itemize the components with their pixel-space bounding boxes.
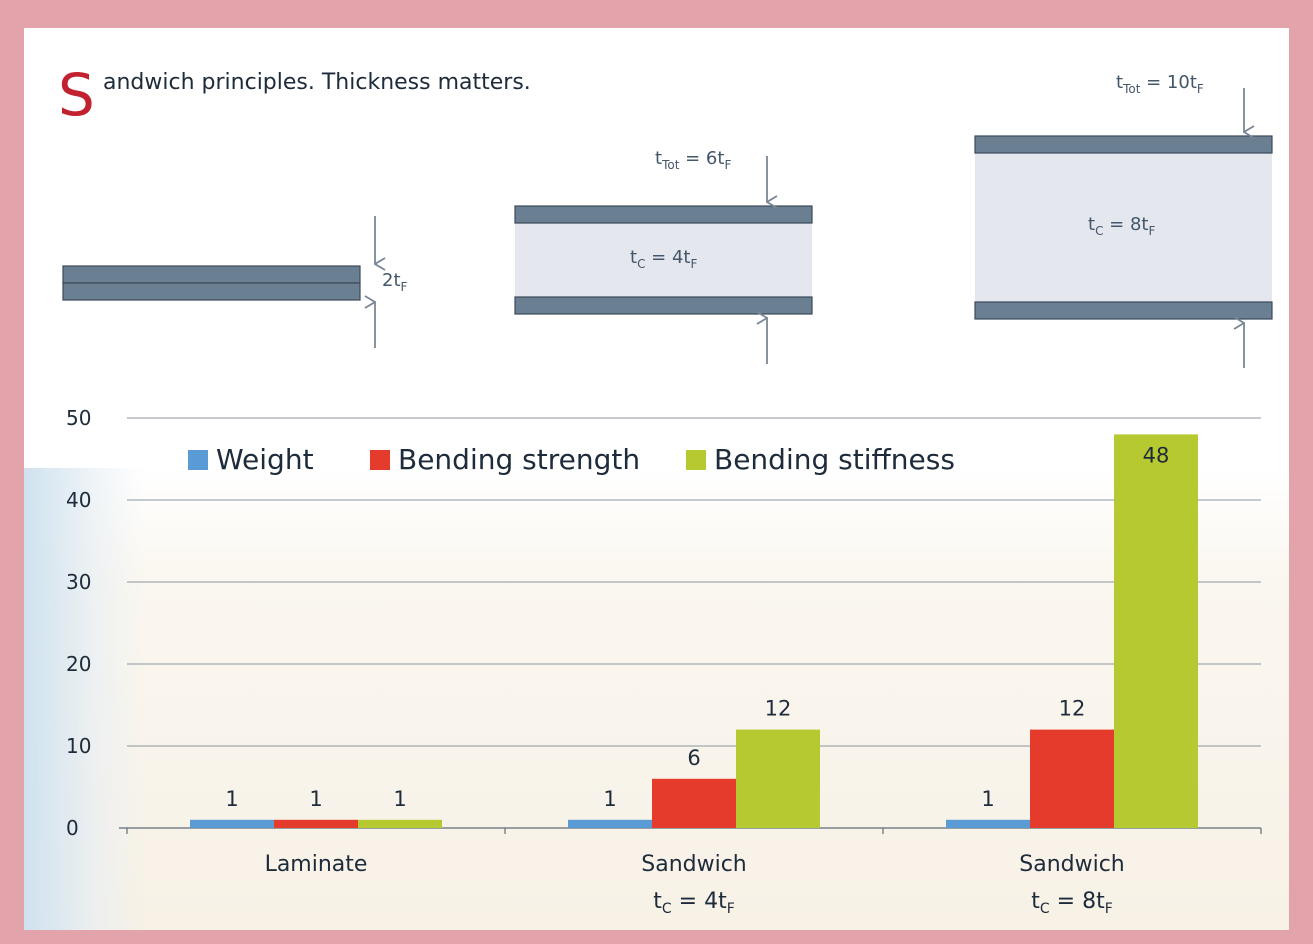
sandwich-4-core-subscript: C xyxy=(637,257,646,271)
title-text: andwich principles. Thickness matters. xyxy=(103,70,531,95)
sandwich-8-core-unit-subscript: F xyxy=(1148,224,1156,238)
sandwich-4-skin-top xyxy=(514,205,813,224)
title-initial: S xyxy=(58,61,95,129)
laminate-skin-bottom xyxy=(62,282,361,301)
content-panel: S andwich principles. Thickness matters. xyxy=(24,28,1289,930)
background-photo-edge xyxy=(24,468,144,930)
sandwich-8-skin-bottom xyxy=(974,301,1273,320)
legend-swatch xyxy=(370,450,390,470)
background-photo xyxy=(24,468,1289,930)
data-label: 1 xyxy=(981,787,994,811)
sandwich-4-total-prefix: t xyxy=(655,148,663,169)
sandwich-4-total-subscript: Tot xyxy=(662,158,680,172)
data-label: 12 xyxy=(1059,697,1086,721)
bar xyxy=(946,819,1030,828)
data-label: 1 xyxy=(225,787,238,811)
bar xyxy=(1030,729,1114,828)
sandwich-8-core-value: = 8t xyxy=(1103,214,1149,235)
sandwich-8-total-subscript: Tot xyxy=(1123,82,1141,96)
sandwich-4-core xyxy=(515,223,812,297)
legend-label: Bending strength xyxy=(398,443,640,476)
y-tick-label: 30 xyxy=(66,570,91,594)
sandwich-4-total-label: tTot = 6tF xyxy=(655,148,732,172)
y-tick-label: 20 xyxy=(66,652,91,676)
thickness-diagrams xyxy=(62,88,1273,368)
laminate-thickness-value: 2t xyxy=(382,270,401,291)
y-tick-label: 10 xyxy=(66,734,91,758)
legend-swatch xyxy=(188,450,208,470)
sandwich-8-total-prefix: t xyxy=(1116,72,1124,93)
bar xyxy=(736,729,820,828)
bar xyxy=(1114,434,1198,828)
data-label: 12 xyxy=(765,697,792,721)
data-label: 1 xyxy=(393,787,406,811)
y-tick-label: 0 xyxy=(66,816,79,840)
x-category-label: Laminate xyxy=(265,852,368,877)
data-label: 1 xyxy=(603,787,616,811)
laminate-thickness-subscript: F xyxy=(400,280,408,294)
y-tick-label: 40 xyxy=(66,488,91,512)
sandwich-8-core xyxy=(975,153,1272,302)
sandwich-8-skin-top xyxy=(974,135,1273,154)
data-label: 1 xyxy=(309,787,322,811)
sandwich-8-core-subscript: C xyxy=(1095,224,1104,238)
sandwich-8-total-value: = 10t xyxy=(1140,72,1197,93)
laminate-thickness-label: 2tF xyxy=(382,270,408,294)
sandwich-8-total-label: tTot = 10tF xyxy=(1116,72,1204,96)
x-category-label: Sandwich xyxy=(1019,852,1125,877)
bar-chart: 0 10 20 30 40 50 1 1 1 Laminate 1 6 12 Sandwich tC = 4… xyxy=(66,406,1262,917)
bar xyxy=(358,819,442,828)
y-tick-label: 50 xyxy=(66,406,91,430)
bar xyxy=(274,819,358,828)
sandwich-4-total-value: = 6t xyxy=(679,148,725,169)
x-category-label: Sandwich xyxy=(641,852,747,877)
sandwich-4-core-value: = 4t xyxy=(645,247,691,268)
bar xyxy=(652,778,736,828)
sandwich-8-core-prefix: t xyxy=(1088,214,1096,235)
sandwich-4-core-prefix: t xyxy=(630,247,638,268)
sandwich-8-core-label: tC = 8tF xyxy=(1088,214,1156,238)
bar xyxy=(190,819,274,828)
sandwich-4-total-unit-subscript: F xyxy=(724,158,732,172)
sandwich-4-skin-bottom xyxy=(514,296,813,315)
data-label: 6 xyxy=(687,746,700,770)
laminate-diagram xyxy=(62,216,375,348)
legend-label: Weight xyxy=(216,443,314,476)
sandwich-8-diagram xyxy=(974,88,1273,368)
sandwich-4-core-label: tC = 4tF xyxy=(630,247,698,271)
sandwich-4-diagram xyxy=(514,156,813,364)
x-category-sublabel: tC = 4tF xyxy=(653,889,735,917)
sandwich-4-core-unit-subscript: F xyxy=(690,257,698,271)
sandwich-8-total-unit-subscript: F xyxy=(1196,82,1204,96)
x-category-sublabel: tC = 8tF xyxy=(1031,889,1113,917)
data-label: 48 xyxy=(1143,443,1170,467)
legend-label: Bending stiffness xyxy=(714,443,955,476)
bar xyxy=(568,819,652,828)
legend-swatch xyxy=(686,450,706,470)
